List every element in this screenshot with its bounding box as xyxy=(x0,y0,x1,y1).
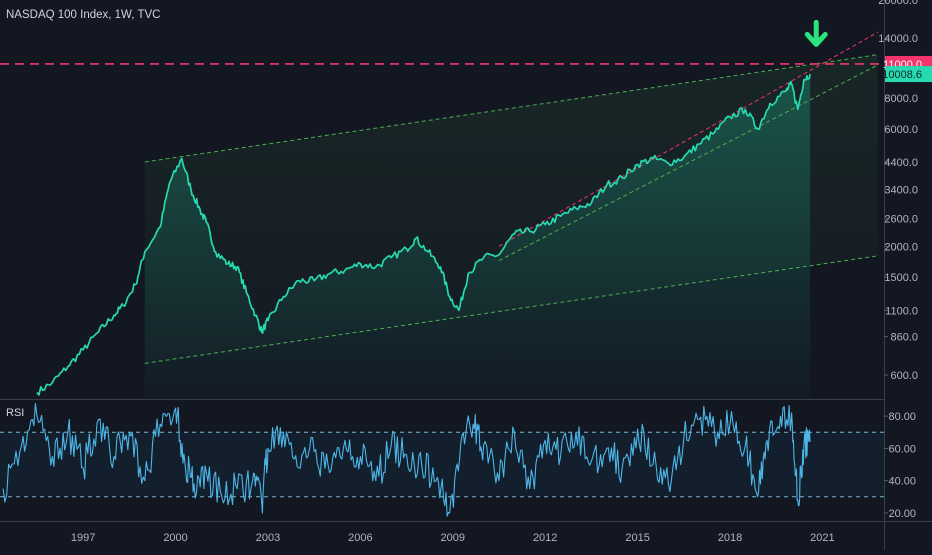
rsi-pane: RSI 80.00 60.00 40.00 20.00 xyxy=(0,403,916,520)
y-tick-label: 1500.0 xyxy=(884,272,918,284)
rsi-tick-label: 20.00 xyxy=(888,508,916,520)
trend-line-4 xyxy=(498,31,879,247)
rsi-line xyxy=(2,403,811,517)
y-tick-label: 1100.0 xyxy=(885,305,918,317)
x-tick-label: 2003 xyxy=(256,532,280,544)
y-tick-label: 860.0 xyxy=(890,332,918,344)
x-tick-label: 2012 xyxy=(533,532,557,544)
rsi-tick-label: 40.00 xyxy=(888,476,916,488)
x-tick-label: 2015 xyxy=(625,532,649,544)
y-tick-label: 2600.0 xyxy=(884,213,918,225)
rsi-tick-label: 80.00 xyxy=(888,411,916,423)
y-tick-label: 6000.0 xyxy=(884,124,918,136)
trend-line-1 xyxy=(144,54,878,163)
y-tick-label: 8000.0 xyxy=(884,93,918,105)
trend-line-2 xyxy=(144,255,878,364)
x-tick-label: 2000 xyxy=(163,532,187,544)
current-price-badge xyxy=(885,66,932,83)
x-tick-label: 1997 xyxy=(71,532,95,544)
rsi-tick-label: 60.00 xyxy=(888,443,916,455)
y-tick-label: 20000.0 xyxy=(878,0,918,7)
price-axis: 20000.0 14000.0 8000.0 6000.0 4400.0 3400.0 26… xyxy=(878,0,932,382)
trend-lines xyxy=(144,31,879,364)
y-tick-label: 14000.0 xyxy=(878,33,918,45)
arrow-down-icon xyxy=(804,19,828,47)
rsi-title: RSI xyxy=(6,407,24,419)
x-tick-label: 2009 xyxy=(441,532,465,544)
main-price-pane: NASDAQ 100 Index, 1W, TVC xyxy=(0,9,884,399)
current-price-label: 10008.6 xyxy=(882,69,922,81)
chart-title: NASDAQ 100 Index, 1W, TVC xyxy=(6,9,160,21)
time-axis: 1997 2000 2003 2006 2009 2012 2015 2018 2021 xyxy=(71,532,835,544)
arrow-head xyxy=(804,31,828,47)
x-tick-label: 2006 xyxy=(348,532,372,544)
price-line xyxy=(36,73,811,396)
y-tick-label: 2000.0 xyxy=(884,241,918,253)
price-area-fill xyxy=(144,74,811,399)
y-tick-label: 600.0 xyxy=(890,370,918,382)
x-tick-label: 2021 xyxy=(810,532,834,544)
trend-line-3 xyxy=(498,64,879,262)
y-tick-label: 4400.0 xyxy=(884,157,918,169)
x-tick-label: 2018 xyxy=(718,532,742,544)
y-tick-label: 3400.0 xyxy=(884,185,918,197)
rsi-axis: 80.00 60.00 40.00 20.00 xyxy=(884,411,916,520)
